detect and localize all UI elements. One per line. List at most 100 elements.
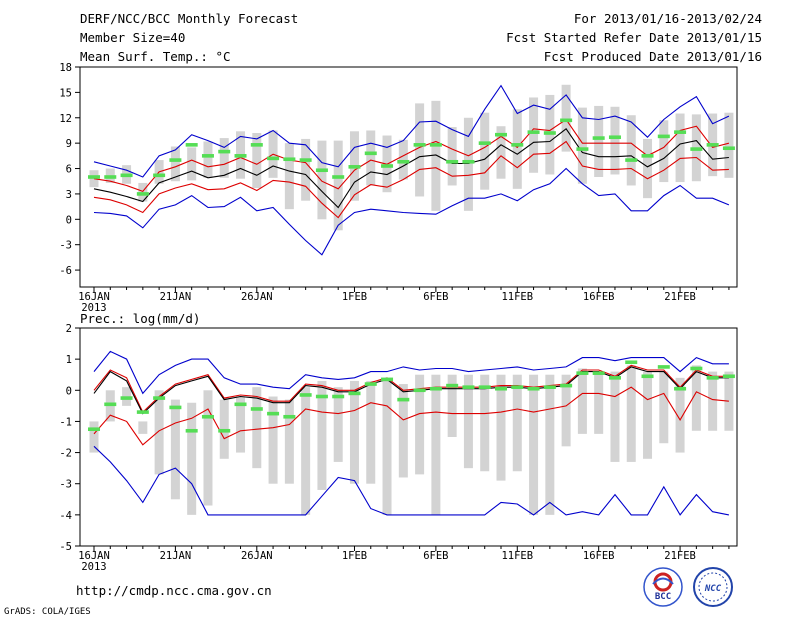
observed-marker	[381, 377, 394, 382]
observed-marker	[88, 175, 100, 179]
ensemble-box	[301, 138, 311, 201]
observed-marker	[104, 402, 117, 407]
header-period: For 2013/01/16-2013/02/24	[574, 11, 762, 26]
series-min-line	[93, 167, 730, 256]
observed-marker	[576, 147, 589, 151]
y-tick-label: -3	[59, 479, 72, 491]
observed-marker	[543, 131, 556, 135]
series-mean-line	[93, 366, 729, 415]
x-tick-label: 26JAN	[241, 291, 273, 303]
ensemble-box	[724, 112, 734, 178]
ensemble-box	[284, 399, 294, 484]
ensemble-box	[463, 374, 473, 469]
observed-marker	[120, 173, 133, 178]
ensemble-box	[415, 374, 425, 475]
observed-marker	[201, 414, 214, 419]
ensemble-box	[496, 374, 506, 481]
observed-marker	[348, 165, 361, 169]
ensemble-box	[349, 380, 359, 484]
ensemble-box	[317, 140, 327, 220]
ensemble-box	[431, 374, 441, 515]
series-upper-line	[93, 364, 729, 414]
ensemble-box	[415, 103, 425, 197]
header-member-size: Member Size=40	[80, 30, 185, 45]
ensemble-box	[594, 105, 604, 177]
y-tick-label: 12	[59, 113, 72, 125]
ensemble-box	[708, 371, 718, 431]
observed-marker	[657, 134, 670, 139]
x-tick-label: 16JAN	[78, 550, 110, 562]
x-tick-label: 1FEB	[342, 291, 367, 303]
observed-marker	[674, 130, 687, 134]
observed-marker	[429, 143, 442, 147]
ensemble-box	[187, 147, 197, 181]
observed-marker	[446, 383, 459, 388]
ensemble-box	[561, 374, 571, 447]
observed-marker	[250, 407, 263, 411]
ensemble-box	[561, 84, 571, 152]
header-title: DERF/NCC/BCC Monthly Forecast	[80, 11, 298, 26]
observed-marker	[706, 143, 719, 147]
observed-marker	[299, 158, 312, 162]
bcc-logo-text: BCC	[655, 592, 671, 602]
x-tick-label: 11FEB	[501, 550, 533, 562]
ensemble-box	[480, 112, 490, 190]
ensemble-box	[170, 146, 180, 182]
y-tick-label: 18	[59, 62, 72, 74]
observed-marker	[153, 173, 166, 178]
observed-marker	[201, 154, 214, 158]
x-tick-label: 21JAN	[160, 550, 192, 562]
observed-marker	[169, 158, 182, 162]
observed-marker	[413, 388, 426, 393]
ensemble-box	[643, 138, 653, 199]
header-variable: Mean Surf. Temp.: °C	[80, 49, 231, 64]
ncc-logo: NCC	[693, 567, 733, 607]
series-lower-line	[93, 386, 729, 446]
ensemble-box	[659, 120, 669, 183]
observed-marker	[674, 386, 687, 391]
ensemble-box	[512, 374, 522, 472]
ensemble-box	[577, 107, 587, 184]
y-tick-label: -2	[59, 448, 72, 460]
ensemble-box	[626, 115, 636, 186]
observed-marker	[511, 143, 524, 147]
ensemble-box	[529, 374, 539, 515]
ensemble-box	[187, 402, 197, 515]
observed-marker	[283, 157, 296, 162]
observed-marker	[690, 147, 703, 151]
ensemble-box	[203, 390, 213, 506]
observed-marker	[543, 385, 556, 389]
ensemble-box	[398, 139, 408, 180]
observed-marker	[511, 385, 524, 389]
x-tick-label: 21JAN	[160, 291, 192, 303]
observed-marker	[397, 159, 410, 164]
ensemble-box	[463, 117, 473, 211]
observed-marker	[136, 192, 149, 196]
ncc-logo-text: NCC	[704, 584, 722, 594]
observed-marker	[250, 143, 263, 147]
x-tick-label: 1FEB	[342, 550, 367, 562]
observed-marker	[625, 360, 638, 365]
observed-marker	[722, 374, 735, 379]
precip-panel-title: Prec.: log(mm/d)	[80, 311, 200, 326]
series-max-line	[93, 350, 729, 395]
observed-marker	[267, 156, 280, 161]
footer-url[interactable]: http://cmdp.ncc.cma.gov.cn	[76, 583, 272, 598]
y-tick-label: -6	[59, 265, 72, 277]
ensemble-box	[252, 133, 262, 188]
observed-marker	[218, 149, 231, 154]
ensemble-box	[626, 365, 636, 462]
ensemble-box	[317, 380, 327, 490]
y-tick-label: 9	[66, 138, 72, 150]
observed-marker	[495, 132, 507, 137]
observed-marker	[527, 386, 540, 391]
ensemble-box	[301, 387, 311, 515]
observed-marker	[364, 151, 377, 156]
observed-marker	[283, 414, 296, 419]
x-tick-label: 11FEB	[501, 291, 533, 303]
ensemble-box	[594, 371, 604, 434]
observed-marker	[185, 143, 198, 147]
y-tick-label: -1	[59, 416, 72, 428]
series-min-line	[93, 445, 730, 516]
